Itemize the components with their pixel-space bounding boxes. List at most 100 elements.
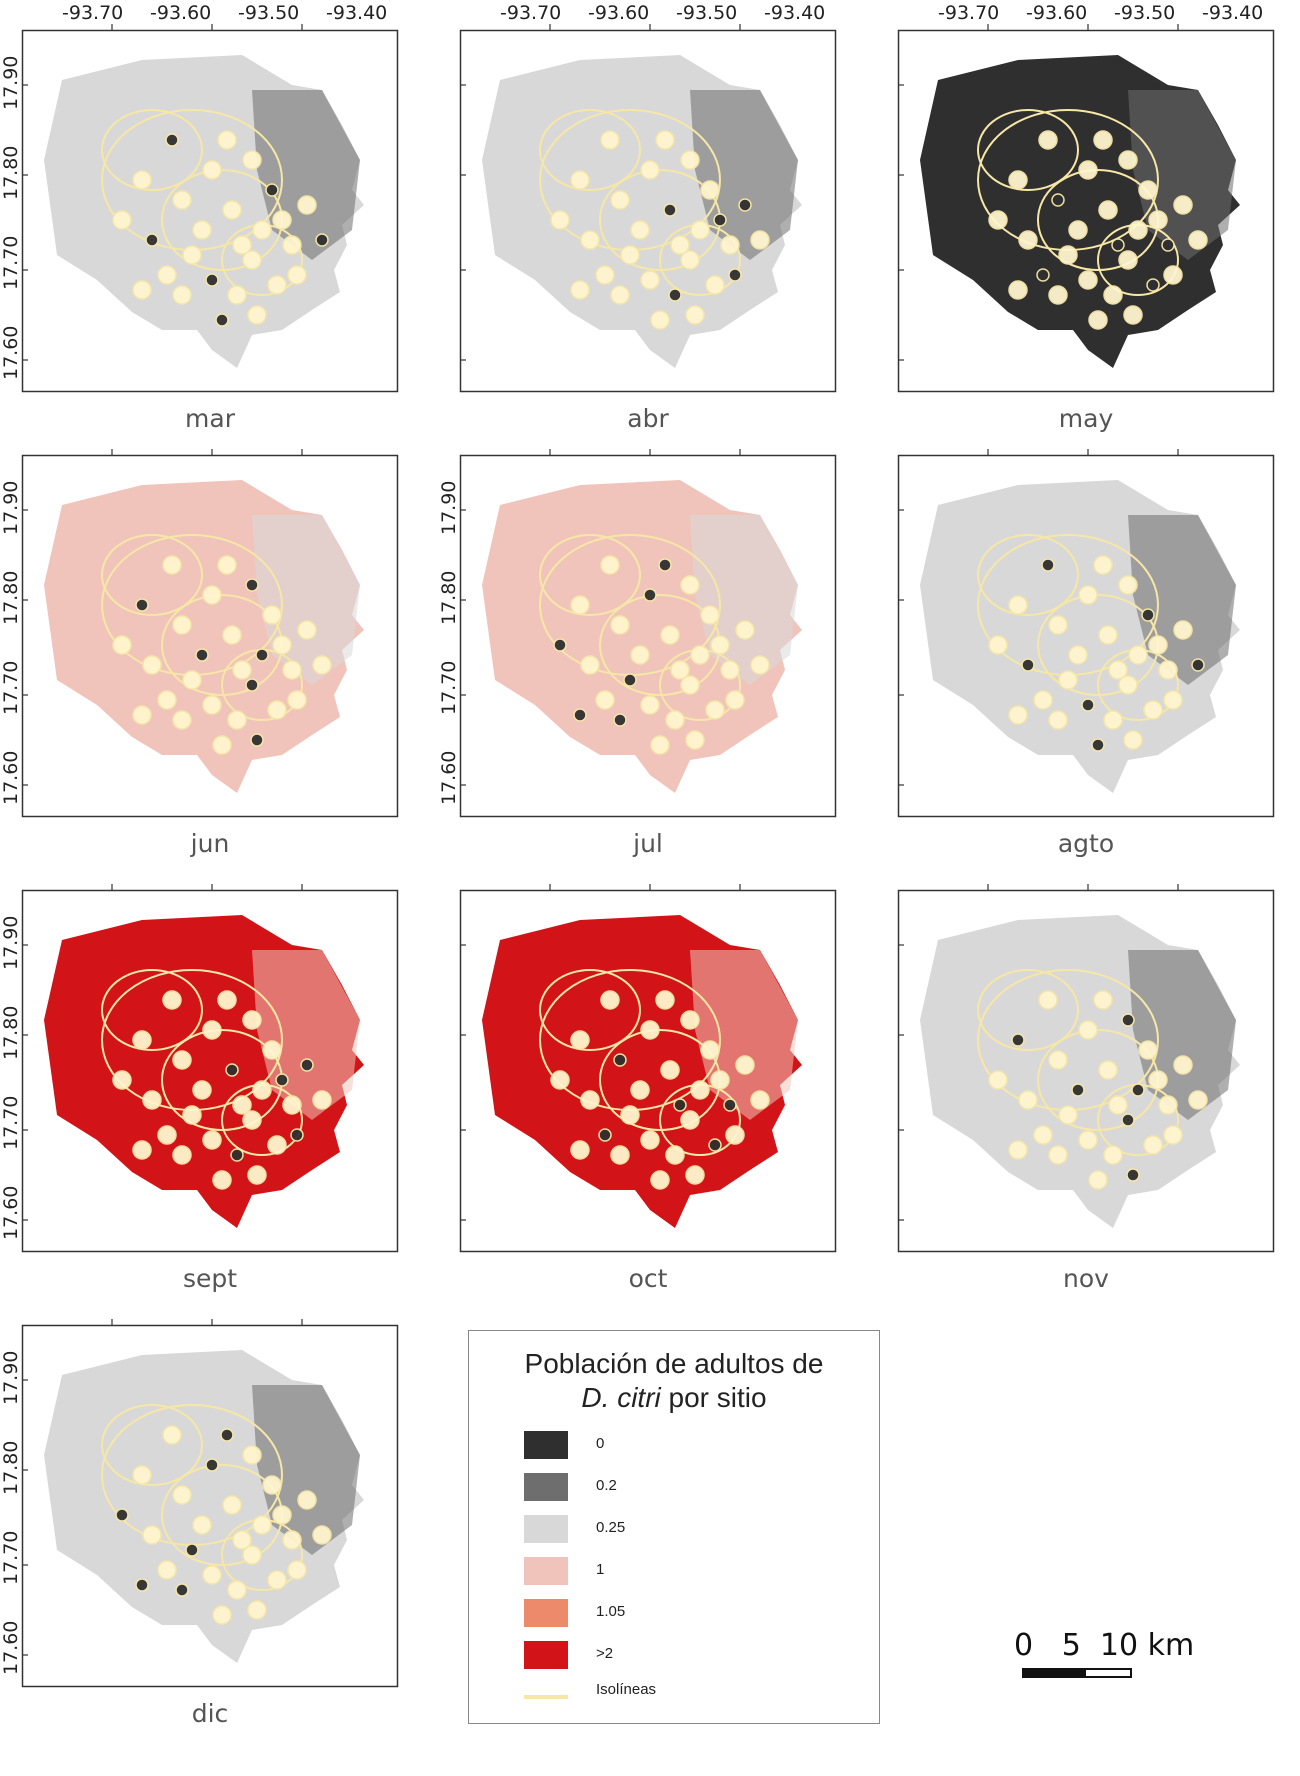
sampling-site-hotspot	[300, 1058, 314, 1072]
map-dic	[21, 1319, 399, 1688]
sampling-site-hotspot	[630, 1080, 650, 1100]
sampling-site-hotspot	[202, 1020, 222, 1040]
sampling-site-hotspot	[728, 268, 742, 282]
sampling-site-hotspot	[1148, 1070, 1168, 1090]
isoline	[539, 969, 641, 1051]
sampling-site-hotspot	[1158, 1095, 1178, 1115]
sampling-site-hotspot	[1143, 700, 1163, 720]
sampling-site-hotspot	[242, 150, 262, 170]
sampling-site-hotspot	[282, 235, 302, 255]
sampling-site-hotspot	[157, 1125, 177, 1145]
sampling-site-hotspot	[1108, 660, 1128, 680]
isoline	[101, 109, 203, 191]
map-jul	[459, 449, 837, 818]
y-tick-label: 17.60	[0, 1185, 22, 1240]
sampling-site-hotspot	[1011, 1033, 1025, 1047]
sampling-site-hotspot	[550, 1070, 570, 1090]
legend-swatch	[524, 1473, 568, 1501]
sampling-site-hotspot	[705, 275, 725, 295]
map-panel-sept: 17.90 17.80 17.70 17.60 sept	[0, 884, 399, 1312]
sampling-site-hotspot	[1188, 1090, 1208, 1110]
map-may	[897, 24, 1275, 393]
sampling-site-hotspot	[1078, 160, 1098, 180]
sampling-site-hotspot	[205, 273, 219, 287]
sampling-site-hotspot	[623, 673, 637, 687]
sampling-site-hotspot	[1078, 270, 1098, 290]
sampling-site-hotspot	[222, 625, 242, 645]
sampling-site-hotspot	[725, 690, 745, 710]
sampling-site-hotspot	[1103, 710, 1123, 730]
isoline	[977, 109, 1079, 191]
sampling-site-hotspot	[202, 1565, 222, 1585]
scale-bar-white-segment	[1084, 1668, 1132, 1678]
sampling-site-hotspot	[245, 678, 259, 692]
legend-label: 0	[596, 1435, 605, 1452]
sampling-site-hotspot	[1148, 210, 1168, 230]
y-tick-label: 17.80	[0, 570, 22, 625]
legend-isoline-label: Isolíneas	[596, 1681, 657, 1698]
sampling-site-hotspot	[1118, 675, 1138, 695]
sampling-site-hotspot	[287, 690, 307, 710]
sampling-site-hotspot	[287, 1560, 307, 1580]
sampling-site-hotspot	[1041, 558, 1055, 572]
sampling-site-hotspot	[250, 733, 264, 747]
scale-bar: 0 5 10 km	[1010, 1628, 1200, 1688]
sampling-site-hotspot	[1148, 635, 1168, 655]
sampling-site-hotspot	[640, 270, 660, 290]
sampling-site-hotspot	[172, 285, 192, 305]
y-tick-label: 17.70	[0, 235, 22, 290]
sampling-site-hotspot	[665, 1145, 685, 1165]
sampling-site-hotspot	[272, 1505, 292, 1525]
x-tick-label: -93.50	[238, 2, 300, 24]
sampling-site-hotspot	[750, 1090, 770, 1110]
sampling-site-hotspot	[580, 655, 600, 675]
legend: Población de adultos de D. citri por sit…	[468, 1330, 880, 1724]
sampling-site-hotspot	[212, 1170, 232, 1190]
sampling-site-hotspot	[1118, 575, 1138, 595]
sampling-site-hotspot	[1008, 595, 1028, 615]
sampling-site-hotspot	[1141, 608, 1155, 622]
sampling-site-hotspot	[1118, 150, 1138, 170]
y-tick-label: 17.60	[0, 750, 22, 805]
sampling-site-hotspot	[650, 735, 670, 755]
sampling-site-hotspot	[553, 638, 567, 652]
sampling-site-hotspot	[1126, 1168, 1140, 1182]
sampling-site-hotspot	[988, 635, 1008, 655]
map-month-label: nov	[1063, 1264, 1109, 1293]
sampling-site-hotspot	[685, 730, 705, 750]
sampling-site-hotspot	[620, 1105, 640, 1125]
map-month-label: abr	[627, 404, 669, 433]
sampling-site-hotspot	[262, 1475, 282, 1495]
sampling-site-hotspot	[1188, 230, 1208, 250]
sampling-site-hotspot	[132, 705, 152, 725]
y-tick-label: 17.90	[0, 55, 22, 110]
map-panel-dic: 17.90 17.80 17.70 17.60 dic	[0, 1319, 399, 1747]
sampling-site-hotspot	[297, 620, 317, 640]
scale-bar-numbers: 0 5 10 km	[1014, 1628, 1195, 1663]
sampling-site-hotspot	[1081, 698, 1095, 712]
sampling-site-hotspot	[1048, 1145, 1068, 1165]
sampling-site-hotspot	[690, 220, 710, 240]
x-tick-label: -93.60	[1026, 2, 1088, 24]
y-tick-label: 17.60	[0, 1620, 22, 1675]
sampling-site-hotspot	[610, 190, 630, 210]
y-tick-label: 17.70	[0, 1530, 22, 1585]
sampling-site-hotspot	[267, 275, 287, 295]
sampling-site-hotspot	[215, 313, 229, 327]
sampling-site-hotspot	[1111, 238, 1125, 252]
sampling-site-hotspot	[1058, 245, 1078, 265]
sampling-site-hotspot	[1128, 645, 1148, 665]
sampling-site-hotspot	[230, 1148, 244, 1162]
map-oct	[459, 884, 837, 1253]
sampling-site-hotspot	[212, 1605, 232, 1625]
sampling-site-hotspot	[1093, 555, 1113, 575]
sampling-site-hotspot	[660, 625, 680, 645]
sampling-site-hotspot	[175, 1583, 189, 1597]
sampling-site-hotspot	[1098, 625, 1118, 645]
y-tick-label: 17.90	[0, 480, 22, 535]
sampling-site-hotspot	[600, 990, 620, 1010]
sampling-site-hotspot	[655, 130, 675, 150]
sampling-site-hotspot	[1008, 705, 1028, 725]
sampling-site-hotspot	[570, 1030, 590, 1050]
sampling-site-hotspot	[165, 133, 179, 147]
